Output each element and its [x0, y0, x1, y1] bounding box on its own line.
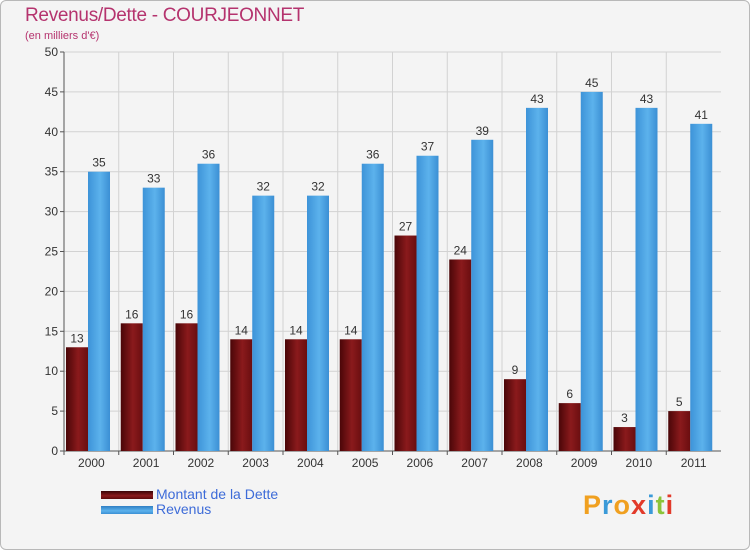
bar-debt-2005: [339, 339, 362, 451]
legend-swatch-revenue: [101, 506, 153, 514]
bar-debt-2001: [120, 323, 143, 451]
bar-debt-2006: [394, 235, 417, 451]
bar-debt-2002: [175, 323, 198, 451]
x-tick-label-2003: 2003: [242, 456, 269, 470]
bar-debt-2008: [504, 379, 526, 451]
data-label-debt-2010: 3: [621, 411, 628, 425]
legend-swatch-debt: [101, 491, 153, 499]
legend-label-revenue: Revenus: [156, 501, 212, 517]
data-label-revenue-2004: 32: [311, 180, 325, 194]
bar-revenue-2005: [361, 163, 384, 451]
bar-debt-2007: [449, 259, 472, 451]
data-label-debt-2009: 6: [566, 387, 573, 401]
data-label-debt-2011: 5: [676, 395, 683, 409]
chart-title: Revenus/Dette - COURJEONNET: [25, 5, 305, 26]
x-tick-label-2007: 2007: [461, 456, 488, 470]
data-label-revenue-2009: 45: [585, 76, 599, 90]
logo-letter: t: [655, 490, 666, 520]
proxiti-logo: Proxiti: [583, 490, 674, 521]
y-tick-label-45: 45: [45, 85, 59, 99]
data-label-revenue-2005: 36: [366, 148, 380, 162]
data-label-debt-2001: 16: [125, 307, 139, 321]
data-label-debt-2008: 9: [512, 363, 519, 377]
data-label-revenue-2000: 35: [92, 156, 106, 170]
bar-revenue-2007: [471, 139, 494, 451]
legend-label-debt: Montant de la Dette: [156, 486, 279, 502]
data-label-debt-2004: 14: [289, 323, 303, 337]
bar-debt-2004: [285, 339, 307, 451]
bar-revenue-2011: [690, 123, 713, 451]
data-label-revenue-2003: 32: [257, 180, 271, 194]
logo-letter: P: [583, 490, 603, 520]
y-tick-label-35: 35: [45, 165, 59, 179]
data-label-revenue-2001: 33: [147, 172, 161, 186]
y-tick-label-0: 0: [51, 444, 58, 458]
x-tick-label-2000: 2000: [78, 456, 105, 470]
y-tick-label-40: 40: [45, 125, 59, 139]
bar-revenue-2010: [635, 107, 658, 452]
bar-debt-2003: [230, 339, 253, 451]
y-tick-label-20: 20: [45, 284, 59, 298]
y-tick-label-15: 15: [45, 324, 59, 338]
bar-revenue-2003: [252, 195, 275, 451]
x-tick-label-2010: 2010: [626, 456, 653, 470]
data-label-debt-2006: 27: [399, 220, 413, 234]
y-tick-label-5: 5: [51, 404, 58, 418]
chart-subtitle: (en milliers d'€): [25, 30, 100, 42]
data-label-revenue-2011: 41: [695, 108, 709, 122]
bar-debt-2010: [613, 427, 636, 451]
data-label-revenue-2007: 39: [476, 124, 490, 138]
data-label-revenue-2006: 37: [421, 140, 435, 154]
bar-revenue-2000: [88, 171, 110, 451]
x-tick-label-2008: 2008: [516, 456, 543, 470]
data-label-debt-2002: 16: [180, 307, 194, 321]
logo-letter: i: [647, 490, 656, 520]
y-tick-label-30: 30: [45, 205, 59, 219]
data-label-debt-2005: 14: [344, 323, 358, 337]
bar-revenue-2004: [307, 195, 329, 451]
logo-letter: x: [631, 490, 648, 520]
bar-revenue-2009: [580, 91, 603, 452]
bar-debt-2011: [668, 411, 691, 451]
logo-letter: r: [602, 490, 614, 520]
y-tick-label-25: 25: [45, 245, 59, 259]
data-label-debt-2000: 13: [70, 331, 84, 345]
bar-revenue-2006: [416, 155, 439, 452]
logo-letter: o: [613, 490, 632, 520]
y-tick-label-50: 50: [45, 45, 59, 59]
bar-debt-2000: [66, 347, 88, 451]
x-tick-label-2011: 2011: [681, 456, 707, 470]
data-label-revenue-2002: 36: [202, 148, 216, 162]
x-tick-label-2005: 2005: [352, 456, 379, 470]
x-tick-label-2001: 2001: [133, 456, 160, 470]
bar-revenue-2002: [197, 163, 220, 451]
x-tick-label-2009: 2009: [571, 456, 598, 470]
data-label-revenue-2008: 43: [530, 92, 544, 106]
logo-letter: i: [665, 490, 675, 520]
data-label-debt-2007: 24: [454, 243, 468, 257]
bar-revenue-2008: [526, 107, 548, 452]
x-tick-label-2002: 2002: [188, 456, 215, 470]
x-tick-label-2006: 2006: [407, 456, 434, 470]
bar-revenue-2001: [142, 187, 165, 451]
x-tick-label-2004: 2004: [297, 456, 324, 470]
data-label-revenue-2010: 43: [640, 92, 654, 106]
data-label-debt-2003: 14: [235, 323, 249, 337]
y-tick-label-10: 10: [45, 364, 59, 378]
bar-debt-2009: [558, 403, 581, 451]
